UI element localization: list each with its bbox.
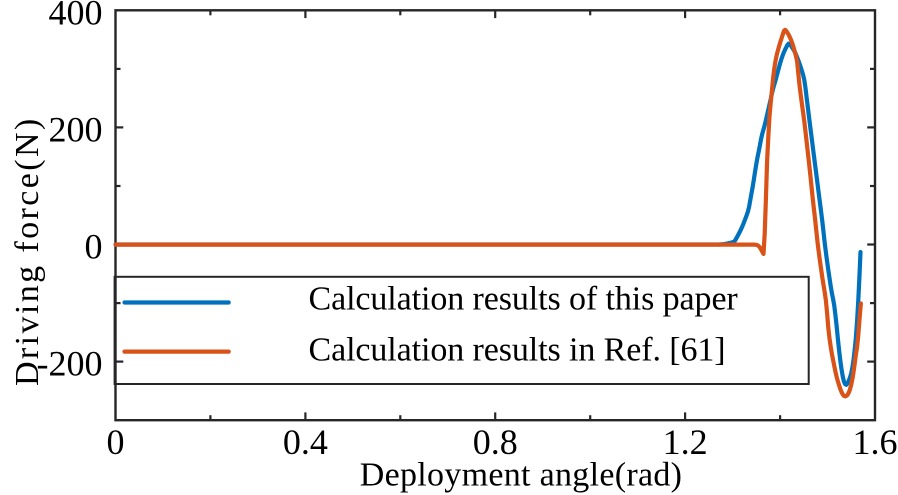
svg-text:Calculation results in Ref. [6: Calculation results in Ref. [61]	[309, 331, 726, 368]
svg-text:400: 400	[49, 0, 103, 32]
svg-text:0.4: 0.4	[283, 422, 328, 462]
svg-text:Calculation results of this pa: Calculation results of this paper	[309, 280, 739, 317]
svg-text:0: 0	[85, 227, 103, 267]
svg-text:Deployment angle(rad): Deployment angle(rad)	[360, 457, 683, 494]
svg-text:Driving force(N): Driving force(N)	[9, 116, 46, 386]
svg-text:-200: -200	[37, 344, 103, 384]
svg-text:200: 200	[49, 109, 103, 149]
svg-text:1.2: 1.2	[663, 422, 708, 462]
svg-text:0: 0	[107, 422, 125, 462]
svg-text:1.6: 1.6	[853, 422, 898, 462]
svg-text:0.8: 0.8	[473, 422, 518, 462]
